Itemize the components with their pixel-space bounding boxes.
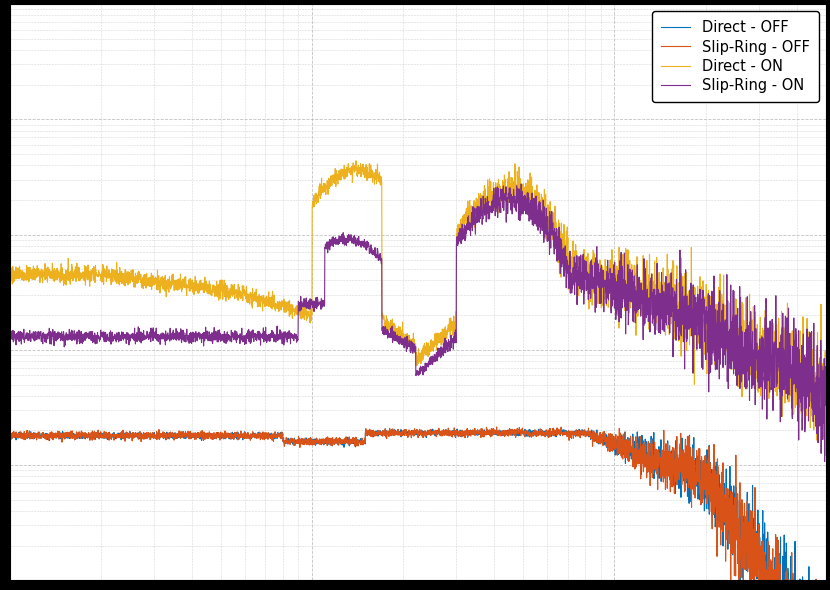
- Line: Direct - ON: Direct - ON: [10, 161, 826, 455]
- Direct - ON: [351, 158, 361, 165]
- Direct - OFF: [348, 438, 358, 445]
- Slip-Ring - OFF: [5, 433, 15, 440]
- Direct - ON: [348, 173, 358, 181]
- Direct - OFF: [354, 438, 364, 445]
- Direct - OFF: [513, 425, 523, 432]
- Slip-Ring - OFF: [393, 432, 403, 439]
- Direct - OFF: [5, 434, 15, 441]
- Slip-Ring - ON: [598, 281, 608, 288]
- Slip-Ring - ON: [821, 399, 830, 407]
- Legend: Direct - OFF, Slip-Ring - OFF, Direct - ON, Slip-Ring - ON: Direct - OFF, Slip-Ring - OFF, Direct - …: [652, 11, 818, 102]
- Slip-Ring - ON: [393, 333, 403, 340]
- Direct - OFF: [598, 434, 608, 441]
- Slip-Ring - ON: [820, 458, 830, 465]
- Slip-Ring - ON: [796, 382, 806, 389]
- Direct - ON: [354, 170, 364, 177]
- Slip-Ring - OFF: [491, 424, 501, 431]
- Slip-Ring - ON: [755, 378, 765, 385]
- Slip-Ring - OFF: [348, 439, 358, 446]
- Direct - ON: [821, 427, 830, 434]
- Slip-Ring - OFF: [755, 542, 765, 549]
- Line: Slip-Ring - ON: Slip-Ring - ON: [10, 184, 826, 461]
- Slip-Ring - ON: [354, 241, 364, 248]
- Line: Direct - OFF: Direct - OFF: [10, 429, 826, 590]
- Direct - ON: [820, 452, 830, 459]
- Slip-Ring - ON: [516, 181, 526, 188]
- Direct - ON: [796, 385, 806, 392]
- Direct - ON: [393, 337, 403, 345]
- Slip-Ring - ON: [348, 238, 358, 245]
- Direct - ON: [598, 274, 608, 281]
- Slip-Ring - OFF: [598, 442, 608, 449]
- Slip-Ring - ON: [5, 337, 15, 345]
- Line: Slip-Ring - OFF: Slip-Ring - OFF: [10, 427, 826, 590]
- Direct - ON: [5, 273, 15, 280]
- Direct - OFF: [393, 429, 403, 436]
- Direct - ON: [755, 313, 765, 320]
- Slip-Ring - OFF: [354, 438, 364, 445]
